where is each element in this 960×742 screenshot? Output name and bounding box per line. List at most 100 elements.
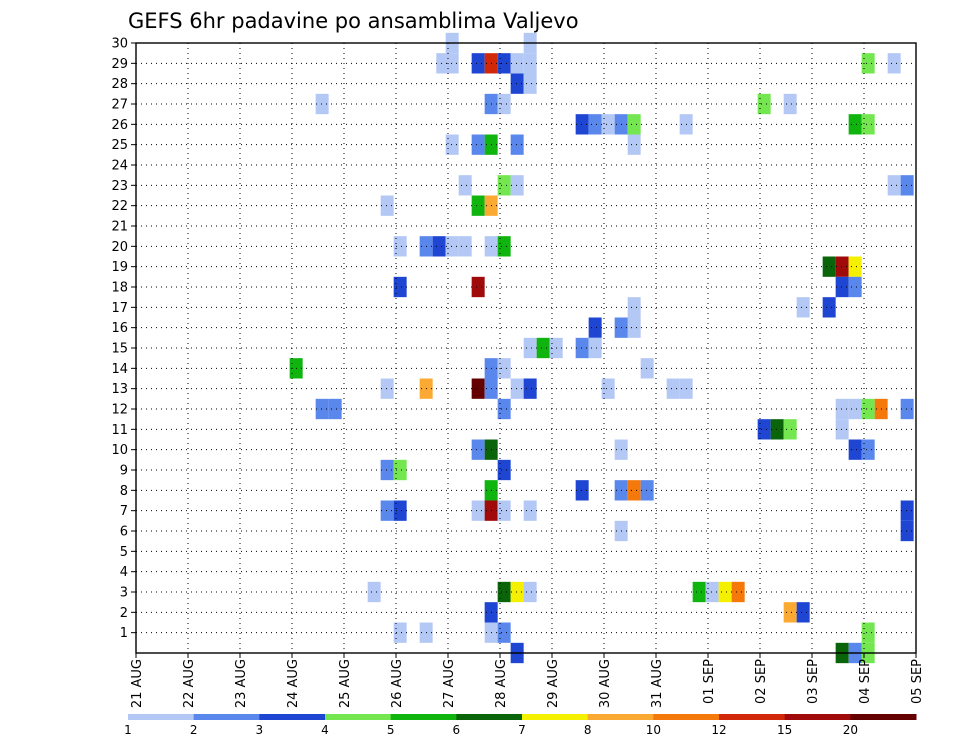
y-tick-label: 14 xyxy=(111,362,128,377)
y-tick-label: 24 xyxy=(111,159,128,174)
heatmap-cell xyxy=(380,195,394,216)
y-tick-label: 17 xyxy=(111,301,128,316)
heatmap-cell xyxy=(848,256,862,277)
heatmap-cell xyxy=(861,622,875,643)
colorbar-swatch xyxy=(850,714,917,720)
colorbar-swatch xyxy=(719,714,786,720)
colorbar-label: 6 xyxy=(453,723,461,737)
heatmap-cell xyxy=(497,358,511,379)
heatmap-cell xyxy=(627,317,641,338)
y-tick-label: 1 xyxy=(120,626,128,641)
heatmap-cell xyxy=(393,500,407,521)
heatmap-cell xyxy=(835,398,849,420)
heatmap-cell xyxy=(497,622,511,643)
colorbar-label: 10 xyxy=(646,723,661,737)
heatmap-cell xyxy=(861,439,875,460)
heatmap-cell xyxy=(497,236,511,257)
heatmap-cell xyxy=(588,337,602,359)
heatmap-cell xyxy=(471,134,485,155)
heatmap-cell xyxy=(510,73,524,94)
heatmap-cell xyxy=(380,459,394,481)
heatmap-cell xyxy=(510,53,524,74)
heatmap-cell xyxy=(900,398,914,420)
heatmap-cell xyxy=(393,276,407,298)
y-tick-label: 26 xyxy=(111,118,128,133)
heatmap-cell xyxy=(796,297,810,318)
heatmap-cell xyxy=(510,378,524,399)
heatmap-cell xyxy=(900,175,914,196)
y-tick-label: 15 xyxy=(111,342,128,357)
heatmap-cell xyxy=(770,419,784,440)
y-tick-label: 6 xyxy=(120,525,128,540)
heatmap-cell xyxy=(393,459,407,481)
heatmap-cell xyxy=(705,581,719,603)
heatmap-cell xyxy=(458,236,472,257)
colorbar-swatch xyxy=(325,714,392,720)
x-tick-label: 27 AUG xyxy=(442,659,457,708)
heatmap-cell xyxy=(445,236,459,257)
heatmap-cell xyxy=(783,419,797,440)
heatmap-cell xyxy=(536,337,550,359)
x-tick-label: 29 AUG xyxy=(546,659,561,708)
heatmap-cell xyxy=(666,378,680,399)
x-tick-label: 22 AUG xyxy=(182,659,197,708)
heatmap-cell xyxy=(523,378,537,399)
y-tick-label: 19 xyxy=(111,260,128,275)
heatmap-cell xyxy=(471,500,485,521)
heatmap-cell xyxy=(601,378,615,399)
x-tick-label: 23 AUG xyxy=(234,659,249,708)
heatmap-cell xyxy=(497,581,511,603)
y-tick-label: 27 xyxy=(111,98,128,113)
heatmap-cell xyxy=(523,337,537,359)
colorbar-swatch xyxy=(587,714,654,720)
heatmap-cell xyxy=(458,175,472,196)
y-tick-label: 18 xyxy=(111,281,128,296)
x-tick-label: 21 AUG xyxy=(130,659,145,708)
colorbar-swatch xyxy=(653,714,720,720)
heatmap-cell xyxy=(380,378,394,399)
x-tick-label: 04 SEP xyxy=(858,659,873,704)
heatmap-cell xyxy=(861,398,875,420)
heatmap-cell xyxy=(640,358,654,379)
heatmap-cells xyxy=(289,32,914,664)
heatmap-cell xyxy=(393,236,407,257)
y-tick-label: 3 xyxy=(120,586,128,601)
chart-title: GEFS 6hr padavine po ansamblima Valjevo xyxy=(128,9,579,33)
heatmap-cell xyxy=(315,93,329,115)
x-tick-label: 02 SEP xyxy=(754,659,769,704)
heatmap-cell xyxy=(393,622,407,643)
heatmap-cell xyxy=(848,276,862,298)
y-tick-label: 8 xyxy=(120,484,128,499)
heatmap-cell xyxy=(848,439,862,460)
heatmap-cell xyxy=(900,500,914,521)
y-tick-label: 11 xyxy=(111,423,128,438)
heatmap-cell xyxy=(575,480,589,501)
heatmap-cell xyxy=(445,134,459,155)
heatmap-cell xyxy=(822,256,836,277)
y-axis-ticks: 1234567891011121314151617181920212223242… xyxy=(111,37,136,641)
colorbar-label: 20 xyxy=(843,723,858,737)
colorbar-swatch xyxy=(193,714,260,720)
heatmap-cell xyxy=(315,398,329,420)
heatmap-cell xyxy=(887,175,901,196)
colorbar-swatch xyxy=(128,714,195,720)
heatmap-cell xyxy=(731,581,745,603)
heatmap-cell xyxy=(523,53,537,74)
heatmap-cell xyxy=(471,276,485,298)
heatmap-cell xyxy=(757,93,771,115)
x-tick-label: 05 SEP xyxy=(910,659,925,704)
colorbar-label: 1 xyxy=(124,723,132,737)
y-tick-label: 29 xyxy=(111,57,128,72)
heatmap-cell xyxy=(601,114,615,135)
heatmap-cell xyxy=(497,459,511,481)
heatmap-cell xyxy=(523,581,537,603)
x-axis-ticks: 21 AUG 22 AUG 23 AUG 24 AUG 25 AUG 26 AUG 27 A… xyxy=(130,653,925,708)
x-tick-label: 03 SEP xyxy=(806,659,821,704)
heatmap-cell xyxy=(848,114,862,135)
heatmap-cell xyxy=(887,53,901,74)
heatmap-cell xyxy=(471,439,485,460)
heatmap-cell xyxy=(627,134,641,155)
heatmap-cell xyxy=(497,93,511,115)
heatmap-cell xyxy=(445,53,459,74)
